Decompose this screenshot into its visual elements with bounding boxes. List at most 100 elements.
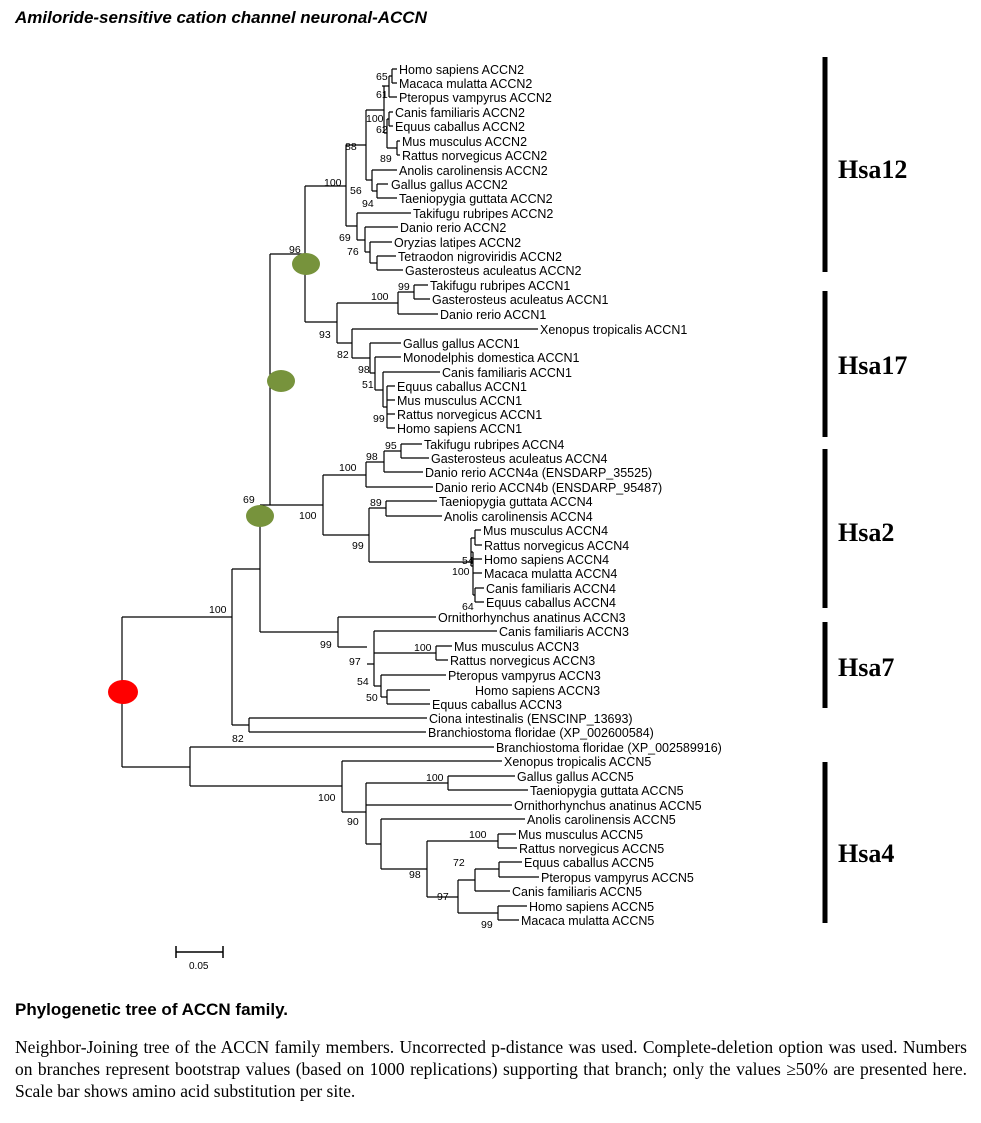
leaf-label: Homo sapiens ACCN3 bbox=[475, 684, 600, 698]
leaf-label: Danio rerio ACCN2 bbox=[400, 221, 506, 235]
bootstrap-value: 100 bbox=[366, 113, 384, 125]
bootstrap-value: 82 bbox=[232, 733, 244, 745]
bootstrap-value: 100 bbox=[339, 462, 357, 474]
duplication-node-3 bbox=[246, 505, 274, 527]
scale-bar: 0.05 bbox=[175, 946, 224, 972]
bootstrap-value: 97 bbox=[349, 656, 361, 668]
bootstrap-value: 76 bbox=[347, 246, 359, 258]
leaf-label: Danio rerio ACCN4a (ENSDARP_35525) bbox=[425, 466, 652, 480]
leaf-label: Taeniopygia guttata ACCN5 bbox=[530, 784, 684, 798]
bootstrap-value: 100 bbox=[414, 642, 432, 654]
tree-branches bbox=[121, 68, 539, 921]
bootstrap-value: 100 bbox=[318, 792, 336, 804]
scale-bar-label: 0.05 bbox=[189, 961, 209, 972]
bootstrap-value: 97 bbox=[437, 891, 449, 903]
group-label-hsa2: Hsa2 bbox=[838, 518, 894, 547]
leaf-label: Pteropus vampyrus ACCN3 bbox=[448, 669, 601, 683]
leaf-label: Equus caballus ACCN3 bbox=[432, 698, 562, 712]
leaf-label: Gallus gallus ACCN5 bbox=[517, 770, 634, 784]
bootstrap-value: 69 bbox=[243, 494, 255, 506]
leaf-label: Anolis carolinensis ACCN2 bbox=[399, 164, 548, 178]
phylogenetic-tree: Homo sapiens ACCN2 Macaca mulatta ACCN2 … bbox=[108, 57, 907, 972]
bootstrap-value: 90 bbox=[347, 816, 359, 828]
leaf-label: Gallus gallus ACCN1 bbox=[403, 337, 520, 351]
leaf-label: Rattus norvegicus ACCN2 bbox=[402, 149, 547, 163]
bootstrap-value: 94 bbox=[362, 198, 374, 210]
leaf-label: Branchiostoma floridae (XP_002589916) bbox=[496, 741, 722, 755]
bootstrap-value: 82 bbox=[337, 349, 349, 361]
bootstrap-value: 50 bbox=[366, 692, 378, 704]
group-label-hsa17: Hsa17 bbox=[838, 351, 907, 380]
group-label-hsa7: Hsa7 bbox=[838, 653, 894, 682]
bootstrap-value: 100 bbox=[469, 829, 487, 841]
leaf-label: Equus caballus ACCN2 bbox=[395, 120, 525, 134]
bootstrap-value: 65 bbox=[376, 71, 388, 83]
root-node bbox=[108, 680, 138, 704]
leaf-label: Monodelphis domestica ACCN1 bbox=[403, 351, 580, 365]
leaf-label: Mus musculus ACCN5 bbox=[518, 828, 643, 842]
leaf-label: Homo sapiens ACCN1 bbox=[397, 422, 522, 436]
leaf-label: Ciona intestinalis (ENSCINP_13693) bbox=[429, 712, 633, 726]
leaf-label: Danio rerio ACCN1 bbox=[440, 308, 546, 322]
duplication-node-1 bbox=[292, 253, 320, 275]
leaf-label: Taeniopygia guttata ACCN2 bbox=[399, 192, 553, 206]
bootstrap-value: 72 bbox=[453, 857, 465, 869]
bootstrap-value: 89 bbox=[380, 153, 392, 165]
bootstrap-value: 100 bbox=[426, 772, 444, 784]
leaf-label: Mus musculus ACCN3 bbox=[454, 640, 579, 654]
leaf-label: Gasterosteus aculeatus ACCN2 bbox=[405, 264, 582, 278]
bootstrap-value: 61 bbox=[376, 89, 388, 101]
leaf-label: Takifugu rubripes ACCN4 bbox=[424, 438, 564, 452]
leaf-label: Danio rerio ACCN4b (ENSDARP_95487) bbox=[435, 481, 662, 495]
bootstrap-value: 100 bbox=[299, 510, 317, 522]
chromosome-groups: Hsa12 Hsa17 Hsa2 Hsa7 Hsa4 bbox=[822, 57, 907, 923]
group-label-hsa4: Hsa4 bbox=[838, 839, 894, 868]
bootstrap-value: 98 bbox=[358, 364, 370, 376]
bootstrap-value: 100 bbox=[209, 604, 227, 616]
leaf-label: Mus musculus ACCN4 bbox=[483, 524, 608, 538]
leaf-label: Equus caballus ACCN5 bbox=[524, 856, 654, 870]
leaf-label: Oryzias latipes ACCN2 bbox=[394, 236, 521, 250]
figure-title: Amiloride-sensitive cation channel neuro… bbox=[15, 8, 427, 27]
leaf-labels: Homo sapiens ACCN2 Macaca mulatta ACCN2 … bbox=[391, 63, 722, 928]
leaf-label: Anolis carolinensis ACCN4 bbox=[444, 510, 593, 524]
leaf-label: Macaca mulatta ACCN4 bbox=[484, 567, 617, 581]
leaf-label: Macaca mulatta ACCN2 bbox=[399, 77, 532, 91]
leaf-label: Ornithorhynchus anatinus ACCN5 bbox=[514, 799, 702, 813]
leaf-label: Rattus norvegicus ACCN4 bbox=[484, 539, 629, 553]
bootstrap-value: 99 bbox=[398, 281, 410, 293]
group-label-hsa12: Hsa12 bbox=[838, 155, 907, 184]
leaf-label: Taeniopygia guttata ACCN4 bbox=[439, 495, 593, 509]
leaf-label: Ornithorhynchus anatinus ACCN3 bbox=[438, 611, 626, 625]
leaf-label: Equus caballus ACCN1 bbox=[397, 380, 527, 394]
leaf-label: Canis familiaris ACCN1 bbox=[442, 366, 572, 380]
leaf-label: Homo sapiens ACCN4 bbox=[484, 553, 609, 567]
bootstrap-value: 99 bbox=[373, 413, 385, 425]
bootstrap-values: 65 61 100 62 89 88 100 56 94 69 76 96 99… bbox=[209, 71, 493, 931]
bootstrap-value: 99 bbox=[352, 540, 364, 552]
bootstrap-value: 96 bbox=[289, 244, 301, 256]
bootstrap-value: 54 bbox=[462, 555, 474, 567]
scale-bar-line bbox=[175, 946, 224, 958]
bootstrap-value: 88 bbox=[345, 141, 357, 153]
leaf-label: Canis familiaris ACCN2 bbox=[395, 106, 525, 120]
leaf-label: Equus caballus ACCN4 bbox=[486, 596, 616, 610]
leaf-label: Gallus gallus ACCN2 bbox=[391, 178, 508, 192]
bootstrap-value: 62 bbox=[376, 124, 388, 136]
bootstrap-value: 93 bbox=[319, 329, 331, 341]
leaf-label: Rattus norvegicus ACCN3 bbox=[450, 654, 595, 668]
leaf-label: Canis familiaris ACCN5 bbox=[512, 885, 642, 899]
caption-title: Phylogenetic tree of ACCN family. bbox=[15, 1000, 288, 1019]
leaf-label: Homo sapiens ACCN2 bbox=[399, 63, 524, 77]
bootstrap-value: 64 bbox=[462, 601, 474, 613]
caption-body: Neighbor-Joining tree of the ACCN family… bbox=[15, 1037, 967, 1101]
bootstrap-value: 54 bbox=[357, 676, 369, 688]
leaf-label: Rattus norvegicus ACCN1 bbox=[397, 408, 542, 422]
leaf-label: Tetraodon nigroviridis ACCN2 bbox=[398, 250, 562, 264]
leaf-label: Canis familiaris ACCN3 bbox=[499, 625, 629, 639]
leaf-label: Rattus norvegicus ACCN5 bbox=[519, 842, 664, 856]
leaf-label: Mus musculus ACCN2 bbox=[402, 135, 527, 149]
leaf-label: Mus musculus ACCN1 bbox=[397, 394, 522, 408]
bootstrap-value: 56 bbox=[350, 185, 362, 197]
leaf-label: Pteropus vampyrus ACCN2 bbox=[399, 91, 552, 105]
